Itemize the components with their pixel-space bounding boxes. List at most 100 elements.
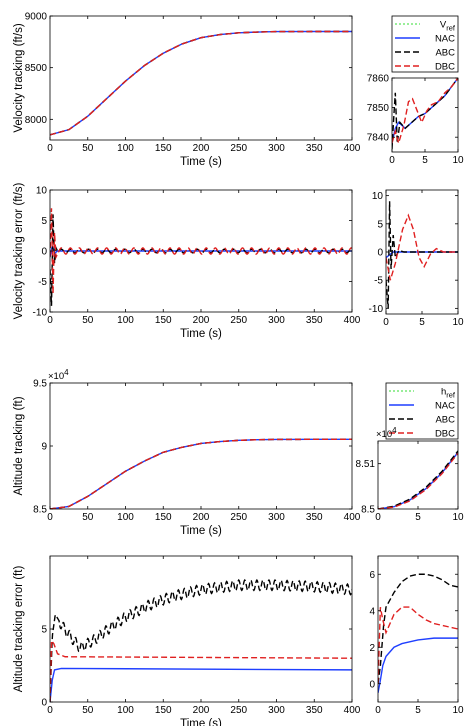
- x-tick-label: 0: [389, 155, 395, 166]
- axes-p4: 0 50 100 150 200 250 300 350 400 0 5 Time (s) Altitu…: [13, 555, 361, 726]
- y-axis-label: Altitude tracking (ft): [13, 396, 25, 495]
- axes-p3i: 0 5 10 8.5 8.51 ×104: [356, 426, 464, 523]
- x-tick-label: 350: [306, 705, 323, 716]
- x-tick-label: 10: [452, 705, 464, 716]
- axes-p2: 0 50 100 150 200 250 300 350 400 -10 -5 0 5 10 Time (s…: [13, 182, 361, 340]
- y-tick-label: 6: [369, 570, 375, 581]
- x-tick-label: 300: [268, 512, 285, 523]
- y-tick-label: 5: [41, 625, 47, 636]
- x-tick-label: 50: [82, 143, 94, 154]
- x-tick-label: 150: [155, 705, 172, 716]
- series-line-p1i-DBC: [392, 78, 458, 146]
- x-tick-label: 0: [375, 512, 381, 523]
- x-tick-label: 250: [230, 315, 247, 326]
- x-tick-label: 400: [344, 315, 361, 326]
- x-axis-label: Time (s): [180, 328, 222, 340]
- y-exponent-label: ×104: [48, 368, 69, 382]
- x-tick-label: 300: [268, 143, 285, 154]
- x-axis-label: Time (s): [180, 525, 222, 537]
- plot-area: [378, 556, 458, 702]
- series-line-p3i-ABC: [378, 450, 458, 509]
- series-line-p3-DBC: [50, 438, 352, 509]
- x-tick-label: 150: [155, 512, 172, 523]
- x-tick-label: 350: [306, 143, 323, 154]
- y-tick-label: 0: [41, 698, 47, 709]
- legend-box: [391, 15, 459, 73]
- x-tick-label: 10: [452, 512, 464, 523]
- y-tick-label: 0: [41, 247, 47, 258]
- y-tick-label: -10: [33, 308, 48, 319]
- x-tick-label: 10: [452, 317, 464, 328]
- y-tick-label: 5: [41, 216, 47, 227]
- x-axis-label: Time (s): [180, 156, 222, 168]
- x-tick-label: 350: [306, 315, 323, 326]
- legend-label-h-ref: href: [441, 387, 456, 400]
- x-tick-label: 400: [344, 143, 361, 154]
- x-tick-label: 300: [268, 705, 285, 716]
- x-tick-label: 400: [344, 705, 361, 716]
- series-line-p4i-NAC: [378, 637, 458, 694]
- x-tick-label: 0: [47, 315, 53, 326]
- x-tick-label: 250: [230, 512, 247, 523]
- x-tick-label: 100: [117, 143, 134, 154]
- x-tick-label: 0: [375, 705, 381, 716]
- x-tick-label: 350: [306, 512, 323, 523]
- series-line-p4-NAC: [50, 667, 352, 702]
- y-tick-label: 8500: [25, 63, 48, 74]
- x-tick-label: 5: [419, 317, 425, 328]
- x-tick-label: 150: [155, 315, 172, 326]
- x-tick-label: 50: [82, 315, 94, 326]
- x-tick-label: 5: [415, 705, 421, 716]
- axes-p3: 0 50 100 150 200 250 300 350 400 8.5 9 9.5×104 Time …: [13, 368, 361, 537]
- plot-area: [50, 16, 352, 140]
- y-tick-label: 0: [369, 679, 375, 690]
- y-axis-label: Velocity tracking error (ft/s): [13, 182, 25, 319]
- series-line-p1-DBC: [50, 30, 352, 136]
- x-tick-label: 5: [415, 512, 421, 523]
- series-line-p1i-ABC: [392, 78, 458, 150]
- x-tick-label: 100: [117, 705, 134, 716]
- y-tick-label: 7850: [367, 103, 390, 114]
- plot-area: [50, 556, 352, 702]
- series-line-p2i-DBC: [386, 213, 458, 281]
- legend-label-DBC: DBC: [435, 429, 455, 440]
- y-tick-label: 8000: [25, 115, 48, 126]
- y-tick-label: 2: [369, 643, 375, 654]
- plot-area: [392, 78, 458, 152]
- plot-area: [378, 441, 458, 509]
- x-tick-label: 50: [82, 705, 94, 716]
- axes-p1i: 0 5 10 7840 7850 7860: [367, 74, 464, 167]
- y-tick-label: 7860: [367, 74, 390, 85]
- x-tick-label: 0: [47, 705, 53, 716]
- series-line-p4-DBC: [50, 638, 352, 702]
- x-tick-label: 150: [155, 143, 172, 154]
- x-tick-label: 0: [383, 317, 389, 328]
- x-tick-label: 400: [344, 512, 361, 523]
- x-axis-label: Time (s): [180, 718, 222, 726]
- y-tick-label: 10: [36, 186, 48, 197]
- y-tick-label: 9.5: [33, 379, 47, 390]
- y-tick-label: 5: [377, 219, 383, 230]
- legend-label-NAC: NAC: [435, 34, 455, 45]
- y-tick-label: 9: [41, 442, 47, 453]
- y-tick-label: 8.5: [33, 505, 47, 516]
- x-tick-label: 250: [230, 143, 247, 154]
- x-tick-label: 5: [422, 155, 428, 166]
- legend-label-ABC: ABC: [435, 48, 455, 59]
- x-tick-label: 50: [82, 512, 94, 523]
- y-tick-label: 4: [369, 606, 375, 617]
- axes-p4i: 0 5 10 0 2 4 6: [369, 555, 464, 716]
- y-tick-label: 8.5: [361, 505, 375, 516]
- y-tick-label: 8.51: [356, 459, 376, 470]
- x-tick-label: 100: [117, 512, 134, 523]
- legend-box: [385, 382, 459, 440]
- x-tick-label: 0: [47, 512, 53, 523]
- series-line-p3i-DBC: [378, 452, 458, 509]
- x-tick-label: 200: [193, 315, 210, 326]
- legend-label-ABC: ABC: [435, 415, 455, 426]
- x-tick-label: 200: [193, 143, 210, 154]
- y-tick-label: -5: [374, 276, 383, 287]
- series-line-p2i-ABC: [386, 201, 458, 309]
- series-line-p2-DBC: [50, 208, 352, 294]
- y-tick-label: 7840: [367, 133, 390, 144]
